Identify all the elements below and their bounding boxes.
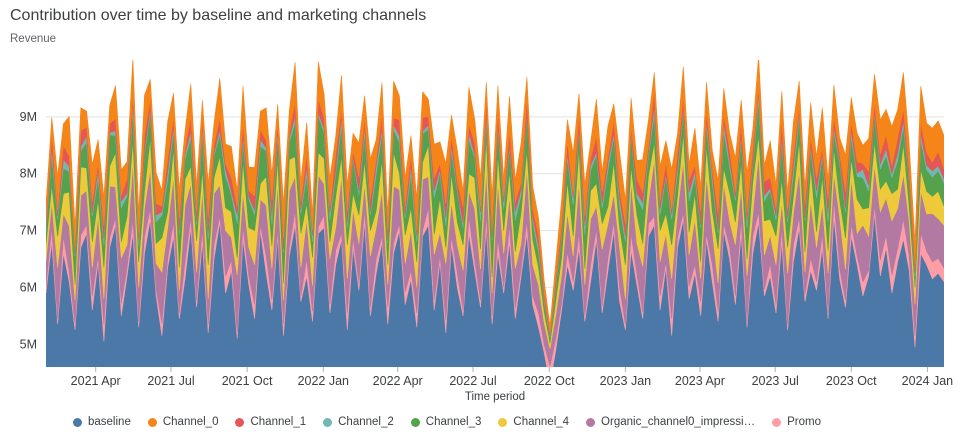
x-tick-label: 2022 Apr: [373, 374, 423, 388]
x-tick-label: 2023 Oct: [826, 374, 877, 388]
legend-dot-icon: [73, 417, 82, 427]
legend-label: Channel_2: [338, 416, 394, 428]
legend-label: Channel_3: [425, 416, 482, 428]
x-axis-title: Time period: [464, 391, 526, 403]
legend-item-Promo: Promo: [772, 416, 821, 428]
y-tick-label: 6M: [20, 280, 37, 294]
x-tick-label: 2023 Jan: [600, 374, 651, 388]
y-tick-label: 8M: [20, 167, 37, 181]
legend-dot-icon: [235, 417, 245, 427]
legend-label: Organic_channel0_impressi…: [601, 416, 756, 428]
y-tick-label: 5M: [20, 337, 37, 351]
x-tick-label: 2021 Jul: [147, 374, 194, 388]
legend-item-baseline: baseline: [73, 416, 131, 428]
y-tick-label: 7M: [20, 224, 37, 238]
legend-dot-icon: [323, 417, 333, 427]
legend: baseline Channel_0 Channel_1 Channel_2 Chann…: [73, 416, 821, 428]
x-tick-label: 2022 Oct: [524, 374, 575, 388]
legend-label: Promo: [787, 416, 821, 428]
stacked-areas: [46, 60, 944, 367]
x-tick-label: 2024 Jan: [902, 374, 953, 388]
legend-item-Channel_3: Channel_3: [410, 416, 482, 428]
legend-dot-icon: [586, 417, 596, 427]
chart-canvas: 5M 6M 7M 8M 9M 2021 Apr 2021 Jul 2021 Oct 2022 J…: [20, 60, 953, 388]
legend-dot-icon: [410, 417, 420, 427]
x-tick-label: 2023 Jul: [752, 374, 799, 388]
legend-item-Organic_channel0_impressions: Organic_channel0_impressi…: [586, 416, 755, 428]
legend-item-Channel_1: Channel_1: [235, 416, 306, 428]
legend-item-Channel_0: Channel_0: [147, 416, 219, 428]
legend-item-Channel_4: Channel_4: [498, 416, 569, 428]
x-axis: 2021 Apr 2021 Jul 2021 Oct 2022 Jan 2022 Apr…: [71, 367, 953, 388]
y-axis-title: Revenue: [10, 33, 57, 45]
x-tick-label: 2021 Apr: [71, 374, 121, 388]
legend-dot-icon: [498, 417, 508, 427]
legend-label: Channel_1: [250, 416, 307, 428]
legend-label: baseline: [88, 416, 131, 428]
x-tick-label: 2021 Oct: [222, 374, 273, 388]
area-Channel_0: [46, 60, 944, 333]
x-tick-label: 2022 Jan: [298, 374, 349, 388]
x-tick-label: 2022 Jul: [449, 374, 496, 388]
chart-title: Contribution over time by baseline and m…: [10, 7, 427, 24]
x-tick-label: 2023 Apr: [675, 374, 725, 388]
legend-item-Channel_2: Channel_2: [323, 416, 394, 428]
legend-label: Channel_0: [162, 416, 219, 428]
legend-dot-icon: [147, 417, 157, 427]
y-tick-label: 9M: [20, 110, 37, 124]
legend-label: Channel_4: [513, 416, 570, 428]
legend-dot-icon: [772, 417, 782, 427]
